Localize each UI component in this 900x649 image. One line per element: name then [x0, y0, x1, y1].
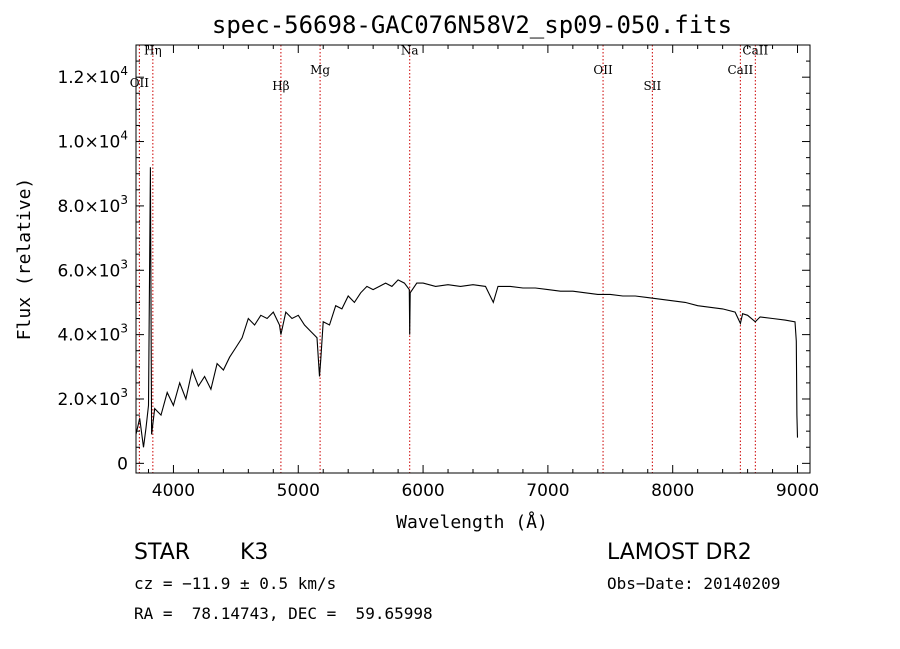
line-label-7: CaII	[727, 63, 753, 77]
y-tick-mantissa-6: 1.2×10	[57, 68, 120, 88]
y-tick-exponent-3: 3	[120, 257, 128, 271]
y-tick-label-0: 0	[117, 454, 128, 474]
y-tick-mantissa-1: 2.0×10	[57, 390, 120, 410]
x-tick-label-0: 4000	[152, 481, 195, 501]
spectrum-chart: spec-56698-GAC076N58V2_sp09-050.fits OII…	[14, 11, 819, 533]
y-tick-exponent-4: 3	[120, 193, 128, 207]
obs-date-text: Obs−Date: 20140209	[607, 574, 781, 593]
chart-title: spec-56698-GAC076N58V2_sp09-050.fits	[212, 11, 732, 39]
y-tick-mantissa-5: 1.0×10	[57, 133, 120, 153]
line-label-0: OII	[130, 76, 150, 90]
spectrum-series-line	[135, 167, 799, 448]
line-label-4: Na	[401, 44, 419, 58]
line-label-3: Mg	[310, 63, 330, 77]
y-tick-exponent-6: 4	[120, 64, 128, 78]
y-tick-mantissa-3: 6.0×10	[57, 261, 120, 281]
y-tick-label-3: 6.0×103	[57, 257, 128, 281]
x-tick-label-1: 5000	[277, 481, 320, 501]
line-label-8: CaII	[742, 44, 768, 58]
y-tick-label-1: 2.0×103	[57, 386, 128, 410]
emission-lines-layer: OII Hη Hβ Mg Na OII SII CaII CaII	[130, 44, 768, 473]
axis-ticks-layer: 4000 5000 6000 7000 8000 900002.0×1034.0×1036…	[57, 45, 819, 501]
y-axis-label: Flux (relative)	[14, 178, 35, 341]
y-tick-exponent-5: 4	[120, 129, 128, 143]
y-tick-label-2: 4.0×103	[57, 322, 128, 346]
x-tick-label-2: 6000	[401, 481, 444, 501]
y-tick-label-6: 1.2×104	[57, 64, 128, 88]
y-tick-mantissa-0: 0	[117, 454, 128, 474]
radec-text: RA = 78.14743, DEC = 59.65998	[134, 604, 433, 623]
y-tick-exponent-1: 3	[120, 386, 128, 400]
redshift-text: cz = −11.9 ± 0.5 km/s	[134, 574, 337, 593]
survey-label: LAMOST DR2	[607, 540, 752, 565]
x-tick-label-5: 9000	[776, 481, 819, 501]
y-tick-mantissa-2: 4.0×10	[57, 326, 120, 346]
y-tick-mantissa-4: 8.0×10	[57, 197, 120, 217]
line-label-6: SII	[644, 79, 662, 93]
line-label-5: OII	[593, 63, 613, 77]
x-tick-label-4: 8000	[651, 481, 694, 501]
x-tick-label-3: 7000	[526, 481, 569, 501]
line-label-1: Hη	[144, 44, 162, 58]
line-label-2: Hβ	[272, 79, 289, 93]
plot-frame	[135, 44, 811, 474]
y-tick-label-5: 1.0×104	[57, 129, 128, 153]
y-tick-exponent-2: 3	[120, 322, 128, 336]
star-label: STAR	[134, 540, 191, 565]
y-tick-label-4: 8.0×103	[57, 193, 128, 217]
x-axis-label: Wavelength (Å)	[396, 511, 548, 533]
star-class: K3	[240, 540, 269, 565]
